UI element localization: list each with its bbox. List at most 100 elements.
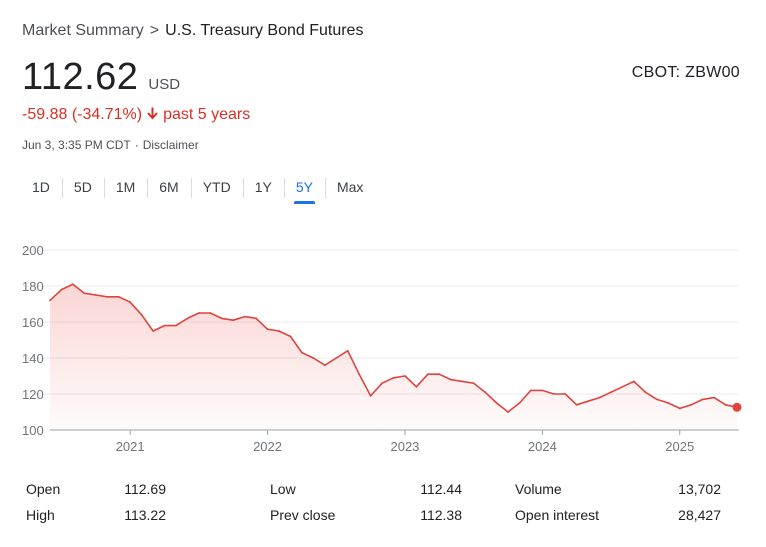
chart-data-point	[140, 313, 143, 316]
tab-6m[interactable]: 6M	[147, 170, 190, 204]
tab-max[interactable]: Max	[324, 170, 375, 204]
chart-data-point	[255, 317, 257, 320]
stats-table: Open 112.69 Low 112.44 Volume 13,702 Hig…	[26, 478, 726, 530]
breadcrumb-market-summary-link[interactable]: Market Summary	[22, 22, 144, 39]
stat-label-prev-close: Prev close	[270, 507, 336, 523]
chart-data-point	[713, 396, 715, 399]
chart-data-point	[289, 335, 292, 338]
chart-data-point	[484, 391, 486, 394]
chart-data-point	[323, 364, 326, 367]
chart-data-point	[72, 283, 74, 286]
chart-data-points	[49, 283, 738, 413]
x-axis-labels: 2021 2022 2023 2024 2025	[116, 430, 694, 454]
chart-data-point	[564, 393, 567, 395]
chart-data-point	[197, 312, 200, 314]
separator-dot: ·	[134, 138, 139, 152]
chart-data-point	[461, 380, 464, 383]
tab-1d[interactable]: 1D	[20, 170, 62, 204]
chart-data-point	[312, 357, 315, 359]
y-tick-label: 200	[22, 243, 44, 258]
disclaimer-link[interactable]: Disclaimer	[142, 138, 199, 152]
tab-label: 1Y	[254, 179, 272, 195]
chart-data-point	[232, 319, 235, 322]
stat-value-low: 112.44	[420, 481, 462, 497]
stat-label-open: Open	[26, 481, 61, 497]
change-period: past 5 years	[163, 106, 251, 123]
chart-data-point	[404, 375, 406, 377]
x-tick-label: 2021	[116, 439, 145, 454]
stat-label-open-interest: Open interest	[515, 507, 600, 523]
chart-data-point	[587, 400, 590, 403]
chart-data-point	[186, 317, 189, 320]
price-change: -59.88 (-34.71%) past 5 years	[22, 106, 250, 124]
chart-data-point	[335, 357, 338, 359]
ticker-symbol: CBOT: ZBW00	[631, 64, 740, 81]
stat-value-volume: 13,702	[678, 481, 721, 497]
chart-data-point	[163, 324, 166, 327]
tab-5d[interactable]: 5D	[61, 170, 104, 204]
chart-data-point	[701, 398, 704, 401]
chart-data-point	[369, 394, 372, 397]
price-row: 112.62 USD	[22, 56, 180, 99]
breadcrumb-current: U.S. Treasury Bond Futures	[165, 22, 364, 39]
chart-data-point	[243, 315, 246, 318]
stat-value-high: 113.22	[124, 507, 166, 523]
x-tick-label: 2022	[253, 439, 282, 454]
tab-1m[interactable]: 1M	[103, 170, 147, 204]
chart-data-point	[94, 294, 97, 296]
chart-data-point	[518, 402, 521, 404]
price-chart[interactable]: 100 120 140 160 180 200 2021 2022 2023 2024 2025	[0, 230, 766, 465]
time-range-tabs: 1D 5D 1M 6M YTD 1Y 5Y Max	[20, 170, 375, 204]
chart-data-point	[220, 317, 223, 320]
chart-data-point	[667, 402, 670, 404]
chart-data-point	[392, 376, 395, 379]
stat-value-prev-close: 112.38	[420, 507, 462, 523]
x-tick-label: 2025	[665, 439, 694, 454]
chart-data-point	[438, 373, 441, 376]
chart-data-point	[152, 330, 154, 332]
chart-data-point	[495, 402, 498, 404]
chart-data-point	[724, 403, 727, 406]
chart-data-point	[633, 380, 635, 383]
y-tick-label: 160	[22, 315, 44, 330]
chart-data-point	[449, 378, 452, 381]
tab-1y[interactable]: 1Y	[242, 170, 284, 204]
chart-data-point	[358, 373, 361, 376]
chart-data-point	[209, 312, 212, 314]
tab-label: 5Y	[295, 179, 313, 195]
tab-5y[interactable]: 5Y	[283, 170, 325, 204]
chart-data-point	[598, 396, 601, 399]
chart-data-point	[301, 351, 303, 354]
chart-data-point	[644, 391, 647, 394]
timestamp-text: Jun 3, 3:35 PM CDT	[22, 138, 131, 152]
x-tick-label: 2024	[528, 439, 557, 454]
y-tick-label: 140	[22, 351, 44, 366]
chart-data-point	[552, 393, 555, 395]
chart-data-point	[60, 288, 63, 291]
chart-data-point	[346, 349, 349, 352]
chart-data-point	[530, 389, 532, 392]
tab-label: 1M	[115, 179, 136, 195]
tab-label: 1D	[32, 179, 50, 195]
y-axis-labels: 100 120 140 160 180 200	[22, 243, 44, 438]
chart-data-point	[415, 385, 418, 388]
chart-data-point	[381, 382, 383, 385]
chart-data-point	[507, 411, 509, 413]
current-price: 112.62	[22, 56, 139, 98]
chart-data-point	[175, 324, 177, 327]
breadcrumb-separator: >	[149, 22, 160, 39]
chart-area-fill	[50, 284, 737, 430]
currency-label: USD	[148, 76, 181, 93]
chart-data-point	[655, 398, 658, 401]
y-tick-label: 100	[22, 423, 44, 438]
chart-data-point	[49, 299, 51, 302]
stat-label-low: Low	[270, 481, 296, 497]
chart-data-point	[117, 295, 120, 298]
tab-ytd[interactable]: YTD	[190, 170, 243, 204]
chart-data-point	[690, 403, 693, 406]
x-tick-label: 2023	[390, 439, 419, 454]
tab-label: 6M	[159, 179, 179, 195]
breadcrumb: Market Summary > U.S. Treasury Bond Future…	[22, 22, 363, 40]
stat-label-high: High	[26, 507, 55, 523]
stat-value-open-interest: 28,427	[678, 507, 721, 523]
